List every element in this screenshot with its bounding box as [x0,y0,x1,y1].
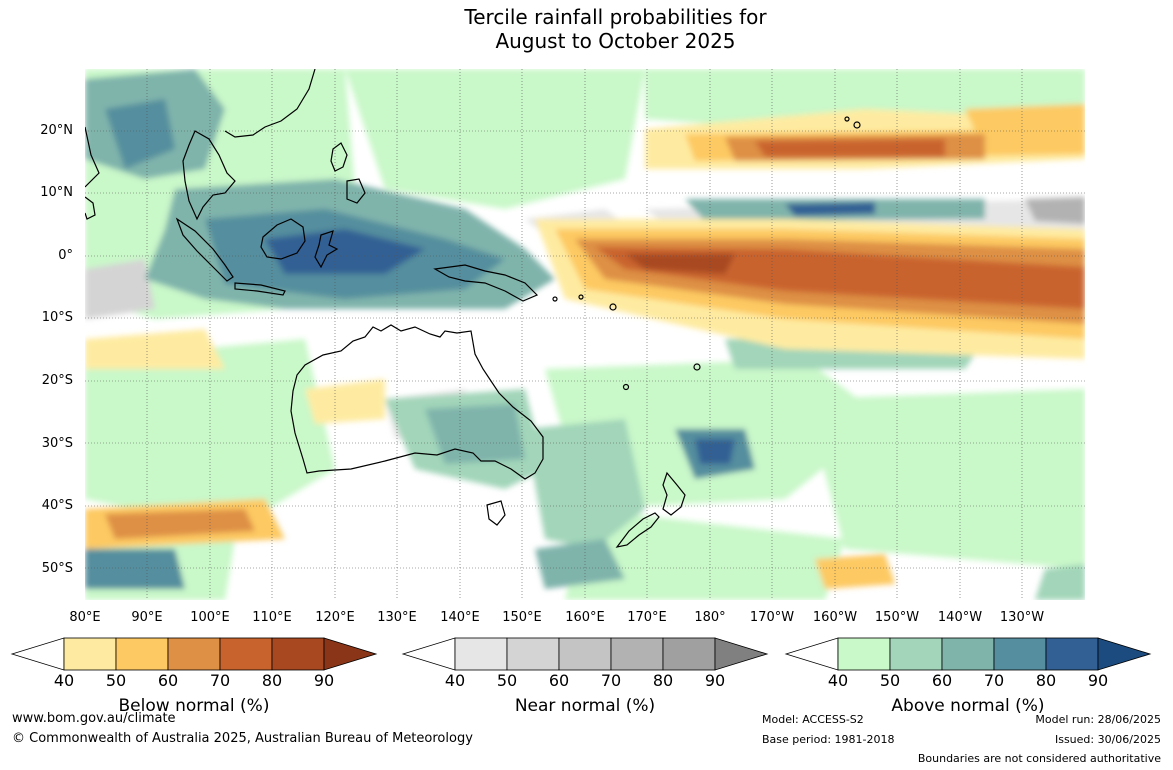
model-run-date: Model run: 28/06/2025 [1035,713,1161,726]
below-tick-80: 80 [261,671,283,690]
above-swatch-80-90 [1045,637,1099,671]
near-tick-50: 50 [496,671,518,690]
lon-label-130e: 130°E [377,610,417,625]
above-swatch-50-60 [889,637,943,671]
map-canvas [85,69,1085,600]
below-tick-70: 70 [209,671,231,690]
below-swatch-60-70 [167,637,221,671]
above-swatch-over [1097,637,1152,671]
title-line-2: August to October 2025 [495,29,736,53]
colorbar-near [401,637,769,671]
website-link[interactable]: www.bom.gov.au/climate [12,711,176,726]
lon-label-180: 180° [694,610,726,625]
above-tick-70: 70 [983,671,1005,690]
lon-label-140w: 140°W [937,610,983,625]
lon-label-170e: 170°E [627,610,667,625]
above-swatch-under [784,637,839,671]
lon-label-130w: 130°W [999,610,1045,625]
lat-label-10s: 10°S [41,310,73,325]
below-normal-title: Below normal (%) [118,696,270,716]
below-tick-50: 50 [105,671,127,690]
lon-label-160w: 160°W [812,610,858,625]
below-swatch-over [323,637,378,671]
above-tick-90: 90 [1087,671,1109,690]
near-tick-80: 80 [652,671,674,690]
probability-field [85,69,1085,600]
near-swatch-60-70 [558,637,612,671]
near-tick-60: 60 [548,671,570,690]
above-tick-40: 40 [827,671,849,690]
issued-date: Issued: 30/06/2025 [1054,733,1161,746]
lat-label-20s: 20°S [41,373,73,388]
near-tick-70: 70 [600,671,622,690]
lat-label-20n: 20°N [40,123,73,138]
above-swatch-40-50 [837,637,891,671]
near-swatch-80-90 [662,637,716,671]
near-tick-40: 40 [444,671,466,690]
below-tick-90: 90 [313,671,335,690]
colorbar-below-swatches [10,637,378,671]
lat-label-40s: 40°S [41,498,73,513]
model-name: Model: ACCESS-S2 [762,713,864,726]
probability-map [85,69,1085,600]
lon-label-160e: 160°E [565,610,605,625]
lat-label-equator: 0° [58,248,73,263]
near-normal-title: Near normal (%) [514,696,656,716]
chart-title: Tercile rainfall probabilities for Augus… [0,5,1173,53]
lon-label-90e: 90°E [131,610,163,625]
lon-label-80e: 80°E [69,610,101,625]
near-swatch-40-50 [454,637,508,671]
above-tick-60: 60 [931,671,953,690]
copyright-notice: © Commonwealth of Australia 2025, Austra… [12,731,473,746]
colorbar-above-swatches [784,637,1152,671]
lon-label-150e: 150°E [502,610,542,625]
above-swatch-60-70 [941,637,995,671]
lat-label-10n: 10°N [40,185,73,200]
below-swatch-50-60 [115,637,169,671]
above-tick-50: 50 [879,671,901,690]
lat-label-30s: 30°S [41,436,73,451]
below-swatch-under [10,637,65,671]
lat-label-50s: 50°S [41,561,73,576]
lon-label-100e: 100°E [190,610,230,625]
below-swatch-80-90 [271,637,325,671]
colorbar-below [10,637,378,671]
near-swatch-70-80 [610,637,664,671]
below-swatch-70-80 [219,637,273,671]
colorbar-above [784,637,1152,671]
title-line-1: Tercile rainfall probabilities for [464,5,767,29]
above-normal-title: Above normal (%) [891,696,1045,716]
near-swatch-over [714,637,769,671]
boundaries-disclaimer: Boundaries are not considered authoritat… [917,752,1161,765]
near-swatch-under [401,637,456,671]
above-tick-80: 80 [1035,671,1057,690]
colorbar-near-swatches [401,637,769,671]
near-tick-90: 90 [704,671,726,690]
below-tick-40: 40 [53,671,75,690]
above-swatch-70-80 [993,637,1047,671]
below-swatch-40-50 [63,637,117,671]
coastlines [85,69,861,548]
lon-label-120e: 120°E [315,610,355,625]
base-period: Base period: 1981-2018 [762,733,895,746]
near-swatch-50-60 [506,637,560,671]
lon-label-110e: 110°E [252,610,292,625]
lon-label-170w: 170°W [749,610,795,625]
below-tick-60: 60 [157,671,179,690]
lon-label-150w: 150°W [874,610,920,625]
lon-label-140e: 140°E [440,610,480,625]
